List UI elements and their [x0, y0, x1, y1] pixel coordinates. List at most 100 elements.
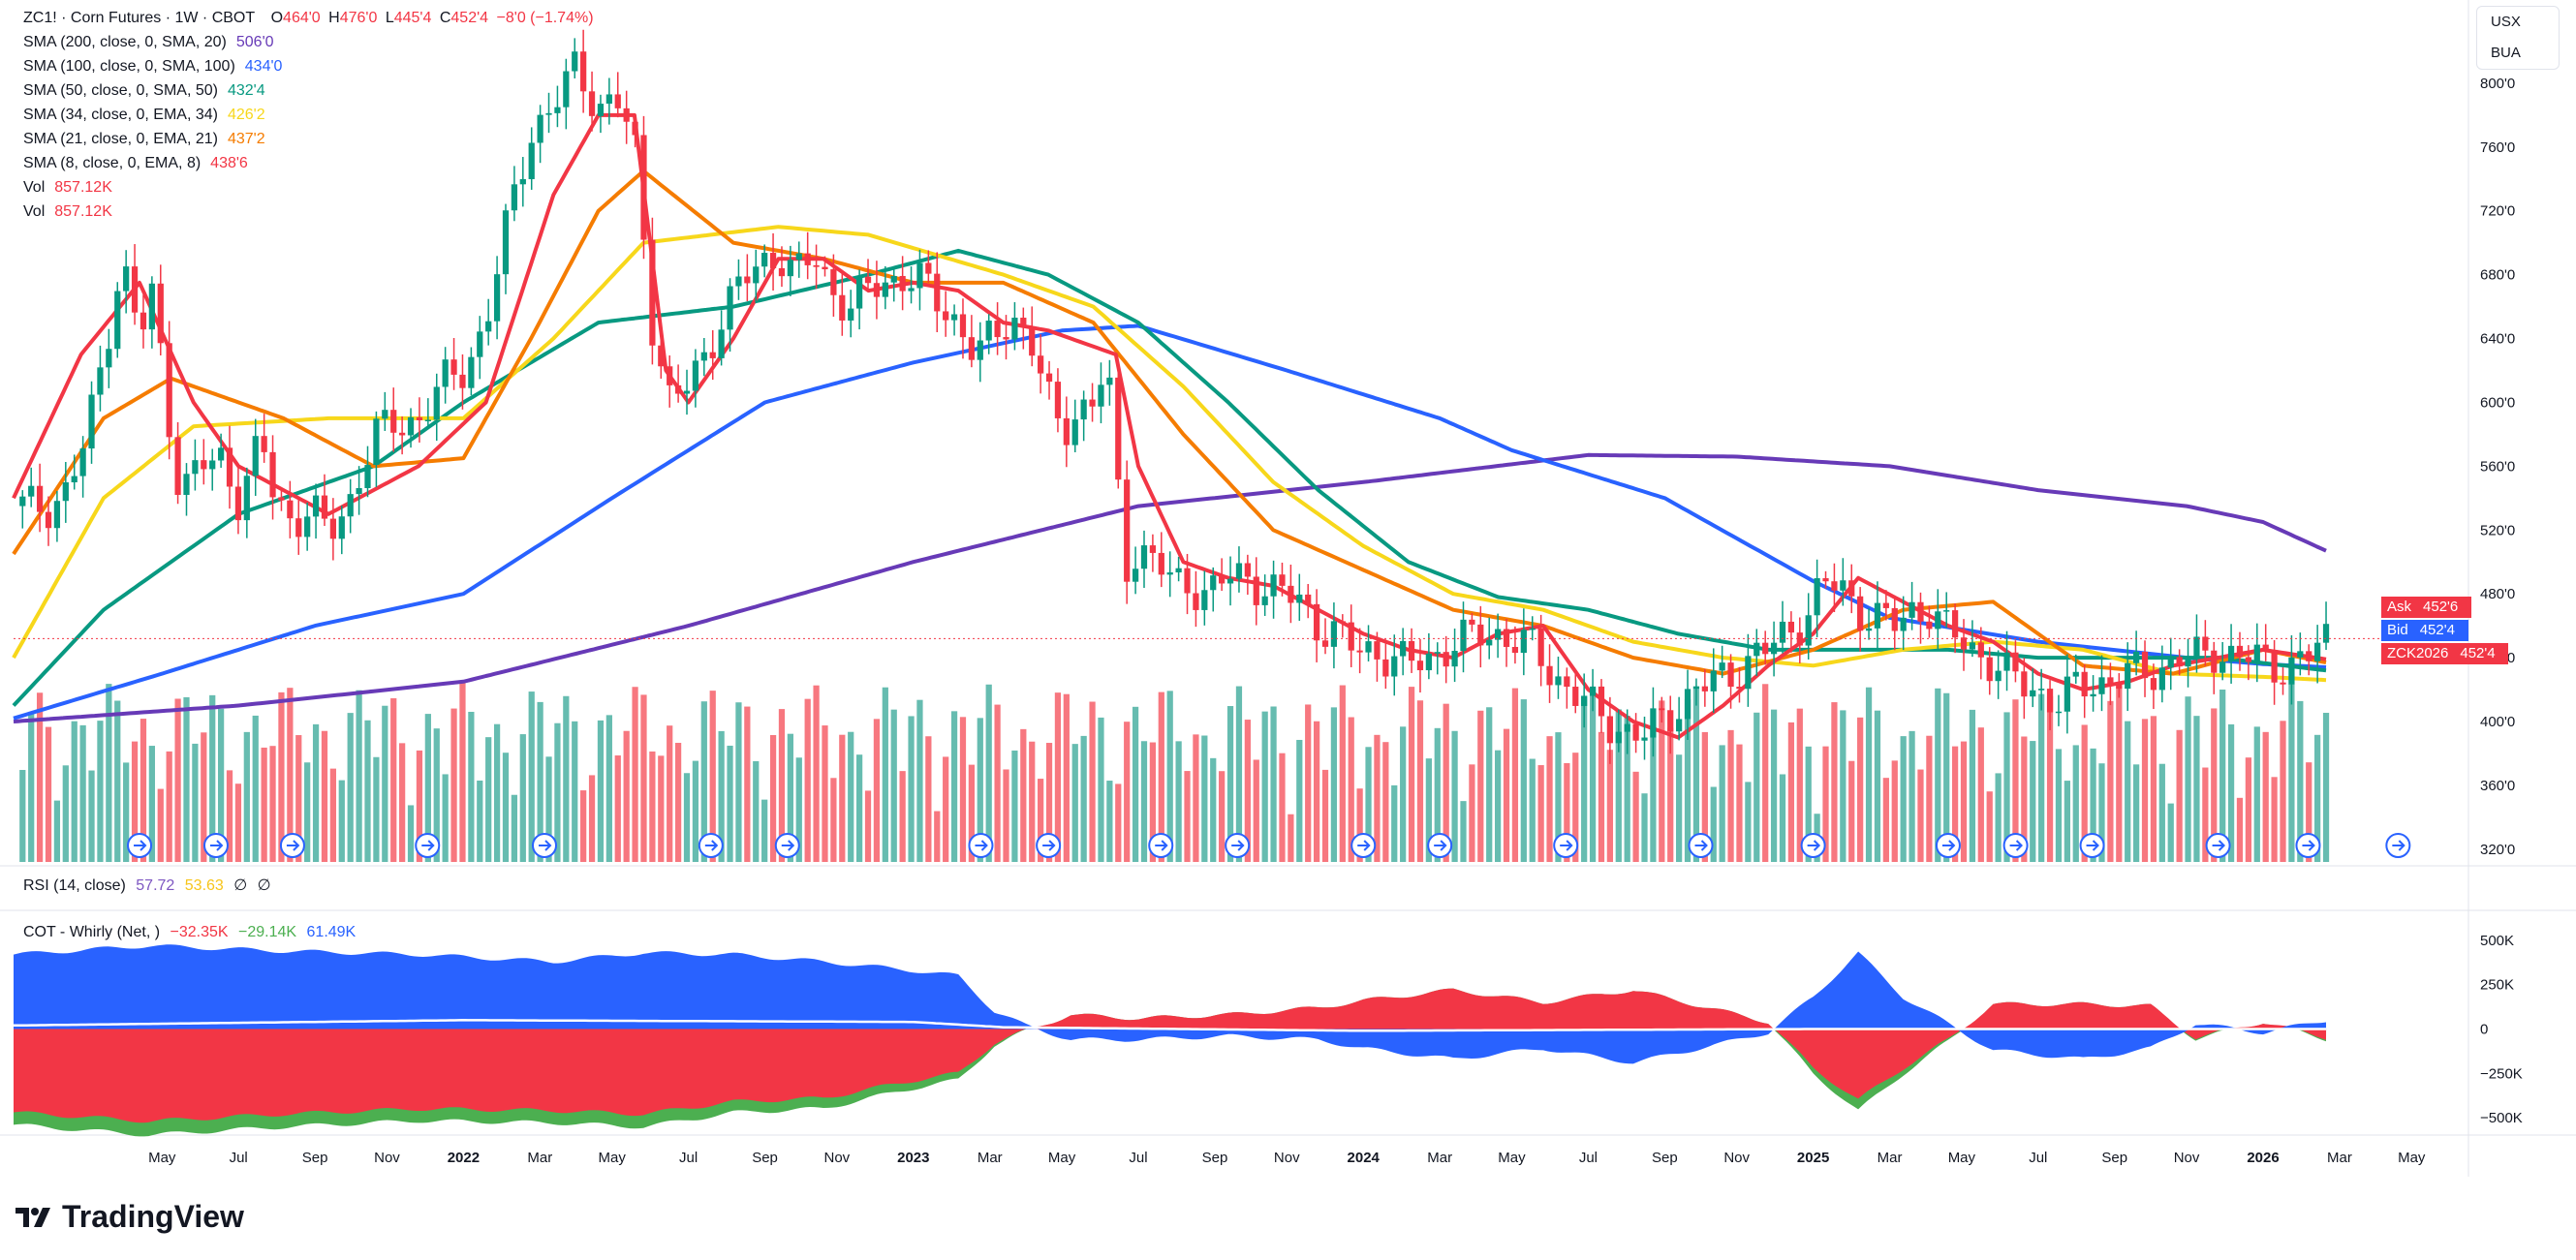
- candle-body[interactable]: [382, 410, 388, 419]
- candle-body[interactable]: [1787, 621, 1795, 633]
- candle-body[interactable]: [1201, 590, 1208, 610]
- candle-body[interactable]: [1219, 575, 1226, 584]
- currency-label[interactable]: USX: [2491, 14, 2521, 30]
- candle-body[interactable]: [1529, 628, 1536, 630]
- candle-body[interactable]: [2003, 652, 2010, 671]
- candle-body[interactable]: [53, 501, 61, 529]
- candle-body[interactable]: [1149, 545, 1157, 553]
- candle-body[interactable]: [2158, 667, 2165, 691]
- candle-body[interactable]: [1253, 576, 1259, 605]
- candle-body[interactable]: [1814, 578, 1820, 616]
- candle-body[interactable]: [848, 308, 854, 321]
- candle-body[interactable]: [692, 360, 699, 391]
- candle-body[interactable]: [1977, 642, 1984, 658]
- candle-body[interactable]: [2297, 651, 2304, 658]
- candle-body[interactable]: [822, 266, 828, 270]
- candle-body[interactable]: [234, 486, 242, 521]
- candle-body[interactable]: [1115, 377, 1122, 480]
- candle-body[interactable]: [804, 253, 811, 265]
- candle-body[interactable]: [1054, 382, 1062, 418]
- indicator-row[interactable]: SMA (8, close, 0, EMA, 8) 438'6: [23, 151, 598, 175]
- candle-body[interactable]: [2116, 684, 2123, 690]
- candle-body[interactable]: [1330, 621, 1338, 647]
- candle-body[interactable]: [2176, 657, 2183, 667]
- candle-body[interactable]: [623, 108, 630, 122]
- candle-body[interactable]: [2150, 678, 2157, 691]
- candle-body[interactable]: [148, 283, 155, 330]
- candle-body[interactable]: [1581, 695, 1588, 706]
- candle-body[interactable]: [640, 135, 647, 240]
- candle-body[interactable]: [761, 253, 768, 267]
- candle-body[interactable]: [1494, 629, 1502, 640]
- candle-body[interactable]: [1132, 569, 1139, 582]
- candle-body[interactable]: [1615, 731, 1622, 744]
- candle-body[interactable]: [2271, 650, 2278, 683]
- candle-body[interactable]: [537, 114, 543, 143]
- candle-body[interactable]: [36, 485, 44, 512]
- candle-body[interactable]: [338, 516, 345, 539]
- currency-selector[interactable]: USX BUA: [2476, 6, 2560, 70]
- candle-body[interactable]: [1891, 607, 1898, 631]
- candle-body[interactable]: [2253, 644, 2260, 662]
- candle-body[interactable]: [1564, 676, 1570, 688]
- candle-body[interactable]: [1935, 611, 1941, 630]
- candle-body[interactable]: [1193, 593, 1199, 610]
- candle-body[interactable]: [1537, 628, 1544, 666]
- candle-body[interactable]: [813, 264, 820, 267]
- candle-body[interactable]: [1900, 617, 1907, 631]
- candle-body[interactable]: [1020, 318, 1027, 327]
- candle-body[interactable]: [2193, 636, 2200, 657]
- candle-body[interactable]: [1762, 642, 1769, 655]
- candle-body[interactable]: [605, 94, 612, 105]
- candle-body[interactable]: [2098, 677, 2105, 694]
- unit-label[interactable]: BUA: [2491, 45, 2521, 61]
- candle-body[interactable]: [1909, 601, 1915, 618]
- candle-body[interactable]: [1166, 572, 1173, 575]
- candle-body[interactable]: [28, 485, 35, 497]
- candle-body[interactable]: [1503, 629, 1510, 647]
- cot-label[interactable]: COT - Whirly (Net, ): [23, 924, 161, 940]
- candle-body[interactable]: [1995, 670, 2002, 682]
- candle-body[interactable]: [192, 460, 199, 475]
- candle-body[interactable]: [1451, 651, 1458, 667]
- candle-body[interactable]: [2012, 652, 2019, 672]
- candle-body[interactable]: [2107, 677, 2114, 685]
- candle-body[interactable]: [1719, 662, 1725, 671]
- candle-body[interactable]: [2245, 657, 2252, 662]
- candle-body[interactable]: [1184, 568, 1191, 594]
- candle-body[interactable]: [1038, 355, 1044, 374]
- candle-body[interactable]: [1745, 656, 1752, 690]
- candle-body[interactable]: [1400, 640, 1407, 657]
- tradingview-logo[interactable]: TradingView: [16, 1199, 244, 1235]
- candle-body[interactable]: [1434, 652, 1441, 654]
- candle-body[interactable]: [2306, 651, 2312, 661]
- indicator-row[interactable]: SMA (200, close, 0, SMA, 20) 506'0: [23, 30, 598, 54]
- candle-body[interactable]: [1926, 621, 1933, 630]
- candle-body[interactable]: [1650, 708, 1657, 738]
- candle-body[interactable]: [1321, 640, 1329, 647]
- candle-body[interactable]: [2185, 656, 2191, 667]
- candle-body[interactable]: [209, 460, 216, 470]
- candle-body[interactable]: [433, 386, 440, 420]
- candle-body[interactable]: [1805, 615, 1812, 646]
- candle-body[interactable]: [950, 314, 958, 321]
- candle-body[interactable]: [985, 321, 992, 341]
- candle-body[interactable]: [1960, 637, 1968, 650]
- candle-body[interactable]: [700, 352, 707, 361]
- candle-body[interactable]: [1098, 384, 1104, 407]
- candle-body[interactable]: [295, 518, 302, 538]
- candle-body[interactable]: [1874, 602, 1881, 629]
- candle-body[interactable]: [1598, 686, 1605, 717]
- candle-body[interactable]: [287, 500, 294, 519]
- candle-body[interactable]: [2132, 651, 2140, 663]
- candle-body[interactable]: [1848, 580, 1855, 597]
- candle-body[interactable]: [278, 497, 285, 501]
- candle-body[interactable]: [1416, 661, 1424, 671]
- candle-body[interactable]: [2227, 645, 2235, 662]
- candle-body[interactable]: [252, 436, 259, 476]
- indicator-row[interactable]: Vol 857.12K: [23, 200, 598, 224]
- candle-body[interactable]: [1348, 622, 1354, 651]
- candle-body[interactable]: [1659, 708, 1665, 711]
- candle-body[interactable]: [174, 437, 181, 495]
- candle-body[interactable]: [1770, 642, 1778, 655]
